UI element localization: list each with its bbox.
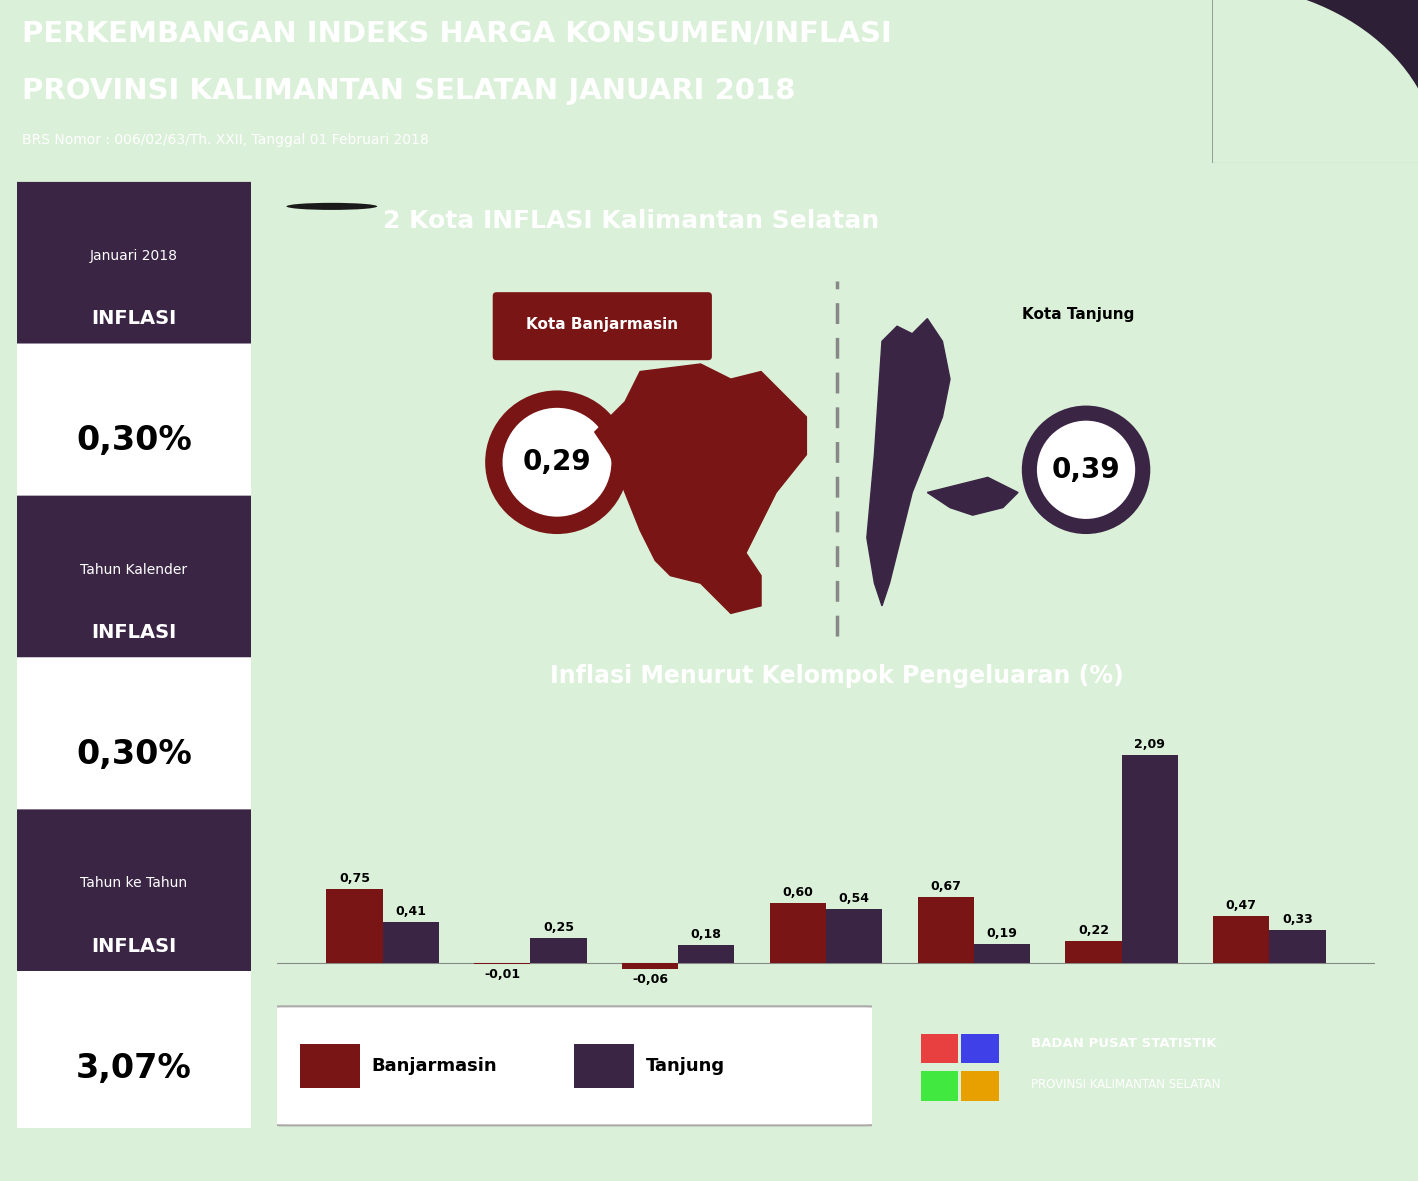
Text: 0,30%: 0,30% [77, 738, 191, 771]
Text: 0,22: 0,22 [1078, 925, 1109, 938]
Circle shape [1037, 420, 1136, 518]
Bar [574, 1044, 634, 1088]
Text: BADAN PUSAT STATISTIK: BADAN PUSAT STATISTIK [1031, 1037, 1217, 1050]
FancyBboxPatch shape [13, 182, 255, 377]
Text: PROVINSI KALIMANTAN SELATAN JANUARI 2018: PROVINSI KALIMANTAN SELATAN JANUARI 2018 [21, 77, 795, 105]
Text: Tahun ke Tahun: Tahun ke Tahun [81, 876, 187, 890]
FancyBboxPatch shape [13, 971, 255, 1166]
Text: 0,25: 0,25 [543, 921, 574, 934]
Text: 0,39: 0,39 [1052, 456, 1120, 484]
FancyBboxPatch shape [13, 658, 255, 853]
Text: Kota Banjarmasin: Kota Banjarmasin [526, 318, 678, 332]
Text: Inflasi Menurut Kelompok Pengeluaran (%): Inflasi Menurut Kelompok Pengeluaran (%) [550, 664, 1123, 689]
FancyBboxPatch shape [13, 496, 255, 691]
Text: PROVINSI KALIMANTAN SELATAN: PROVINSI KALIMANTAN SELATAN [1031, 1078, 1221, 1091]
Circle shape [286, 203, 377, 210]
Text: INFLASI: INFLASI [91, 622, 177, 641]
Circle shape [1022, 405, 1150, 534]
Text: 0,41: 0,41 [396, 906, 427, 919]
Bar [1269, 931, 1326, 964]
Text: 0,18: 0,18 [691, 928, 722, 941]
Text: 0,47: 0,47 [1225, 900, 1256, 913]
Bar [827, 909, 882, 964]
Text: -0,01: -0,01 [485, 968, 520, 981]
Text: 0,75: 0,75 [339, 872, 370, 885]
Circle shape [230, 198, 434, 215]
Bar [383, 922, 438, 964]
Bar [961, 1033, 998, 1063]
Text: Januari 2018: Januari 2018 [89, 249, 179, 263]
Bar [530, 938, 587, 964]
Bar [1065, 941, 1122, 964]
Text: INFLASI: INFLASI [91, 309, 177, 328]
Bar [1122, 756, 1178, 964]
Bar [974, 945, 1029, 964]
Wedge shape [1212, 0, 1418, 163]
Text: Kota Tanjung: Kota Tanjung [1022, 307, 1134, 322]
Bar [1214, 916, 1269, 964]
Text: INFLASI: INFLASI [91, 937, 177, 955]
Text: 0,60: 0,60 [783, 887, 814, 900]
Text: -0,06: -0,06 [632, 973, 668, 986]
Bar [961, 1071, 998, 1101]
Text: BRS Nomor : 006/02/63/Th. XXII, Tanggal 01 Februari 2018: BRS Nomor : 006/02/63/Th. XXII, Tanggal … [21, 132, 428, 146]
Bar [301, 1044, 360, 1088]
Bar [920, 1071, 959, 1101]
Circle shape [485, 391, 628, 534]
Polygon shape [281, 210, 383, 230]
Bar [770, 903, 825, 964]
Text: 0,29: 0,29 [523, 449, 591, 476]
Text: 2 Kota INFLASI Kalimantan Selatan: 2 Kota INFLASI Kalimantan Selatan [383, 209, 879, 234]
Text: Tanjung: Tanjung [645, 1057, 725, 1075]
Bar [920, 1033, 959, 1063]
Text: 0,67: 0,67 [930, 880, 961, 893]
Polygon shape [866, 319, 950, 606]
FancyBboxPatch shape [492, 292, 712, 360]
Text: Banjarmasin: Banjarmasin [372, 1057, 498, 1075]
Bar [678, 945, 735, 964]
Text: PERKEMBANGAN INDEKS HARGA KONSUMEN/INFLASI: PERKEMBANGAN INDEKS HARGA KONSUMEN/INFLA… [21, 20, 892, 47]
Circle shape [502, 407, 611, 516]
Text: 0,54: 0,54 [838, 893, 869, 906]
Polygon shape [594, 364, 807, 613]
Text: 0,30%: 0,30% [77, 424, 191, 457]
Text: 2,09: 2,09 [1134, 738, 1166, 751]
Bar [623, 964, 678, 970]
Text: 0,19: 0,19 [987, 927, 1017, 940]
Text: 3,07%: 3,07% [77, 1052, 191, 1085]
Text: Tahun Kalender: Tahun Kalender [81, 562, 187, 576]
Polygon shape [927, 477, 1018, 515]
Text: 0,33: 0,33 [1282, 913, 1313, 926]
FancyBboxPatch shape [13, 344, 255, 539]
Bar [917, 896, 974, 964]
Bar [326, 888, 383, 964]
FancyBboxPatch shape [271, 1006, 878, 1125]
FancyBboxPatch shape [13, 809, 255, 1004]
